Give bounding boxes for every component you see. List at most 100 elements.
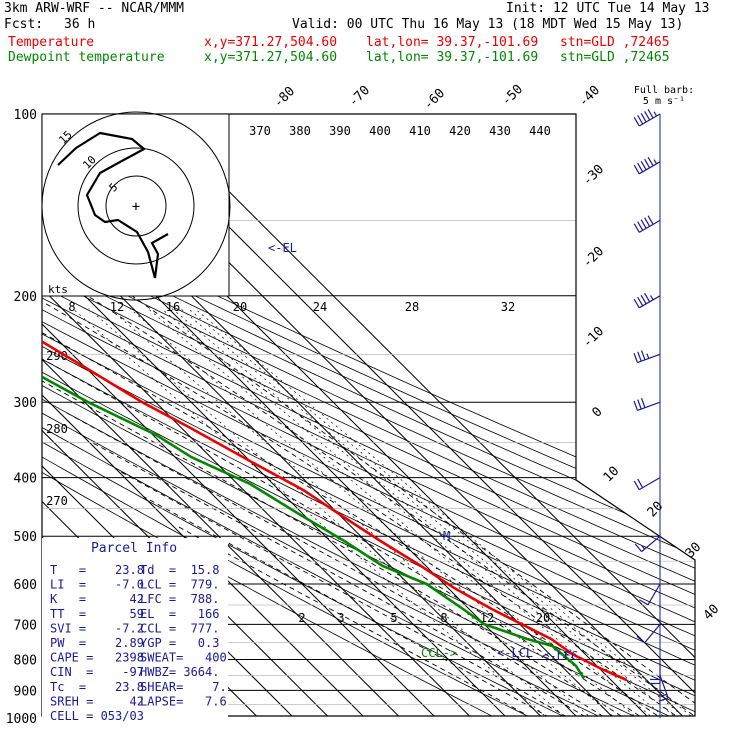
mixing-ratio-tick-label: 2 [298, 611, 305, 625]
wind-barb-flag [636, 635, 645, 644]
parcel-info-right-row: EL = 166 [140, 607, 219, 621]
isotherm-tick-label: 20 [645, 499, 667, 521]
wind-barb-flag [644, 158, 651, 169]
dry-adiabat-line [42, 114, 666, 716]
dry-adiabat-line [42, 114, 695, 716]
theta-tick-label: 380 [289, 124, 311, 138]
el-marker: <-EL [268, 241, 297, 255]
barb-legend-value: 5 m s⁻¹ [643, 96, 685, 107]
model-title: 3km ARW-WRF -- NCAR/MMM [4, 1, 185, 16]
hodograph-ring [41, 111, 231, 301]
isotherm-line [42, 114, 556, 716]
temperature-station: stn=GLD ,72465 [560, 35, 670, 50]
mixing-ratio-tick-label: 5 [390, 611, 397, 625]
pressure-tick-label: 1000 [6, 712, 37, 727]
wind-barb-flag [658, 697, 669, 702]
pressure-tick-label: 100 [14, 108, 37, 123]
wind-barb-flag [633, 400, 639, 411]
theta-tick-label: 410 [409, 124, 431, 138]
hodograph-center-mark: + [132, 199, 140, 215]
parcel-info-left-row: K = 42 [50, 592, 144, 606]
wind-barb-flag [640, 350, 646, 361]
moist-adiabat-line [143, 496, 574, 716]
wind-barb-flag [640, 219, 647, 229]
lfc-marker: <-LFC [542, 649, 578, 663]
wind-barb-flag [644, 217, 651, 227]
parcel-info-title: Parcel Info [91, 541, 177, 556]
isotherm-tick-label: -60 [421, 86, 448, 113]
temperature-legend: Temperature [8, 35, 95, 50]
isotherm-tick-label: -40 [576, 83, 603, 110]
temperature-latlon: lat,lon= 39.37,-101.69 [366, 35, 539, 50]
wind-barb [658, 675, 669, 702]
parcel-info-right-row: Td = 15.8 [140, 563, 219, 577]
parcel-info-left-row: LI = -7.0 [50, 578, 144, 592]
dry-adiabat-line [42, 114, 695, 716]
moist-adiabat-line [42, 364, 645, 716]
parcel-info-left-row: TT = 59 [50, 607, 144, 621]
dry-adiabat-line [42, 114, 695, 716]
dewpoint-latlon: lat,lon= 39.37,-101.69 [366, 50, 539, 65]
pressure-tick-label: 500 [14, 530, 37, 545]
dry-adiabat-line [42, 114, 695, 716]
wind-barb-staff [647, 583, 661, 606]
isotherm-line [42, 114, 343, 716]
wind-barb-flag [637, 351, 642, 362]
hodograph-units-label: kts [48, 283, 68, 296]
parcel-info-left-row: Tc = 23.8 [50, 680, 144, 694]
parcel-info-left-row: CAPE = 2398 [50, 651, 144, 665]
wind-barb [633, 109, 661, 127]
isotherm-tick-label: -10 [580, 324, 607, 351]
wind-barb-flag [633, 480, 640, 490]
theta-tick-label: 430 [489, 124, 511, 138]
isotherm-tick-label: -70 [346, 83, 373, 110]
mixing-ratio-line [171, 308, 682, 716]
wind-barb-half-flag [653, 111, 658, 117]
wind-barb [633, 215, 661, 233]
hodograph-trace-low [150, 233, 169, 279]
dry-adiabat-line [42, 114, 695, 716]
dry-adiabat-line [42, 114, 695, 716]
wind-barb-flag [633, 298, 640, 309]
theta-e-tick-label: 280 [46, 422, 68, 436]
wind-barb-half-flag [641, 544, 646, 550]
wind-barb-flag [637, 399, 642, 410]
theta-tick-label: 370 [249, 124, 271, 138]
wind-barb-half-flag [653, 159, 658, 165]
wind-barb [650, 659, 661, 685]
moist-adiabat-line [118, 470, 592, 716]
wind-barb-flag [634, 543, 643, 552]
lcl-marker: <-LCL [497, 646, 533, 660]
wind-barb [633, 156, 661, 175]
mixing-ratio-tick-label: 8 [440, 611, 447, 625]
wind-barb [633, 477, 661, 491]
wind-barb-flag [633, 117, 640, 127]
wind-barb-flag [647, 215, 654, 225]
init-time: Init: 12 UTC Tue 14 May 13 [506, 1, 710, 16]
mixing-ratio-tick-label: 20 [233, 300, 247, 314]
parcel-info-right-row: LFC = 788. [140, 592, 219, 606]
mixing-ratio-tick-label: 32 [501, 300, 515, 314]
theta-tick-label: 390 [329, 124, 351, 138]
mixing-ratio-tick-label: 24 [313, 300, 327, 314]
hodograph-box [41, 113, 230, 297]
wind-barb-flag [633, 164, 640, 175]
moist-adiabat-line [42, 320, 663, 716]
isotherm-line [137, 114, 695, 716]
valid-time: Valid: 00 UTC Thu 16 May 13 (18 MDT Wed … [292, 17, 684, 32]
dewpoint-legend: Dewpoint temperature [8, 50, 165, 65]
wind-barb-flag [637, 296, 644, 307]
pressure-tick-label: 900 [14, 684, 37, 699]
wind-barb [633, 292, 661, 309]
dewpoint-xy: x,y=371.27,504.60 [204, 50, 338, 65]
mixing-ratio-line [180, 308, 693, 716]
parcel-info-left-row: T = 23.8 [50, 563, 144, 577]
wind-barb-half-flag [646, 353, 650, 359]
theta-tick-label: 400 [369, 124, 391, 138]
hodograph-ring [105, 175, 167, 237]
wind-barb-flag [637, 162, 644, 173]
pressure-tick-label: 600 [14, 578, 37, 593]
parcel-info-left-row: CELL = 053/03 [50, 709, 144, 723]
parcel-info-left-row: SREH = 42 [50, 694, 144, 708]
